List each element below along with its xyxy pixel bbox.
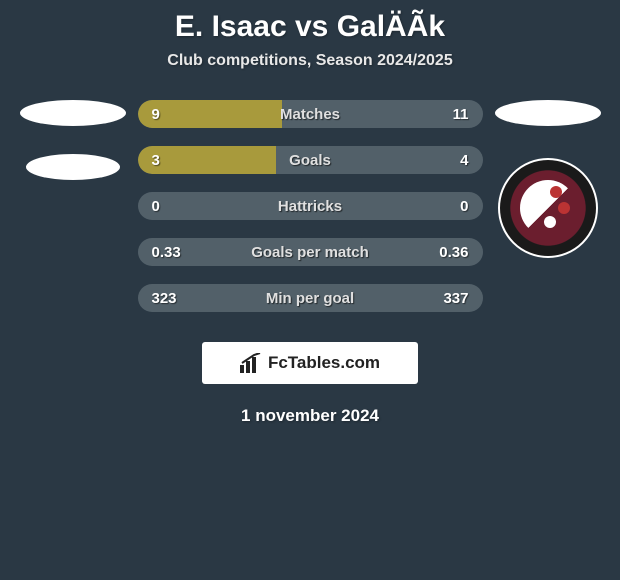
stat-label: Min per goal bbox=[138, 290, 483, 307]
player-right-badge-col bbox=[493, 100, 603, 258]
player-right-placeholder-icon bbox=[495, 100, 601, 126]
brand-box[interactable]: FcTables.com bbox=[202, 342, 418, 384]
stat-label: Goals per match bbox=[138, 244, 483, 261]
stat-value-right: 0 bbox=[460, 198, 468, 215]
stat-value-right: 11 bbox=[453, 106, 469, 123]
stat-label: Hattricks bbox=[138, 198, 483, 215]
stats-column: 9Matches11 3Goals4 0Hattricks0 0.33Goals pe… bbox=[138, 100, 483, 312]
club-left-placeholder-icon bbox=[26, 154, 120, 180]
content-row: 9Matches11 3Goals4 0Hattricks0 0.33Goals pe… bbox=[0, 100, 620, 312]
stat-bar: 3Goals4 bbox=[138, 146, 483, 174]
comparison-card: E. Isaac vs GalÄÃ­k Club competitions, S… bbox=[0, 0, 620, 426]
player-left-badge-col bbox=[18, 100, 128, 180]
stat-bar: 9Matches11 bbox=[138, 100, 483, 128]
player-left-placeholder-icon bbox=[20, 100, 126, 126]
stat-value-right: 4 bbox=[460, 152, 468, 169]
stat-bar: 323Min per goal337 bbox=[138, 284, 483, 312]
club-badge-inner-icon bbox=[520, 180, 576, 236]
stat-value-right: 0.36 bbox=[439, 244, 468, 261]
stat-label: Goals bbox=[138, 152, 483, 169]
date-label: 1 november 2024 bbox=[0, 406, 620, 426]
brand-label: FcTables.com bbox=[268, 353, 380, 373]
club-badge-dot-icon bbox=[558, 202, 570, 214]
club-badge-dot-icon bbox=[544, 216, 556, 228]
stat-bar: 0Hattricks0 bbox=[138, 192, 483, 220]
brand-chart-icon bbox=[240, 353, 262, 373]
club-right-badge-icon bbox=[498, 158, 598, 258]
club-badge-dot-icon bbox=[550, 186, 562, 198]
subtitle: Club competitions, Season 2024/2025 bbox=[0, 52, 620, 100]
page-title: E. Isaac vs GalÄÃ­k bbox=[0, 0, 620, 52]
stat-value-right: 337 bbox=[443, 290, 468, 307]
stat-label: Matches bbox=[138, 106, 483, 123]
stat-bar: 0.33Goals per match0.36 bbox=[138, 238, 483, 266]
